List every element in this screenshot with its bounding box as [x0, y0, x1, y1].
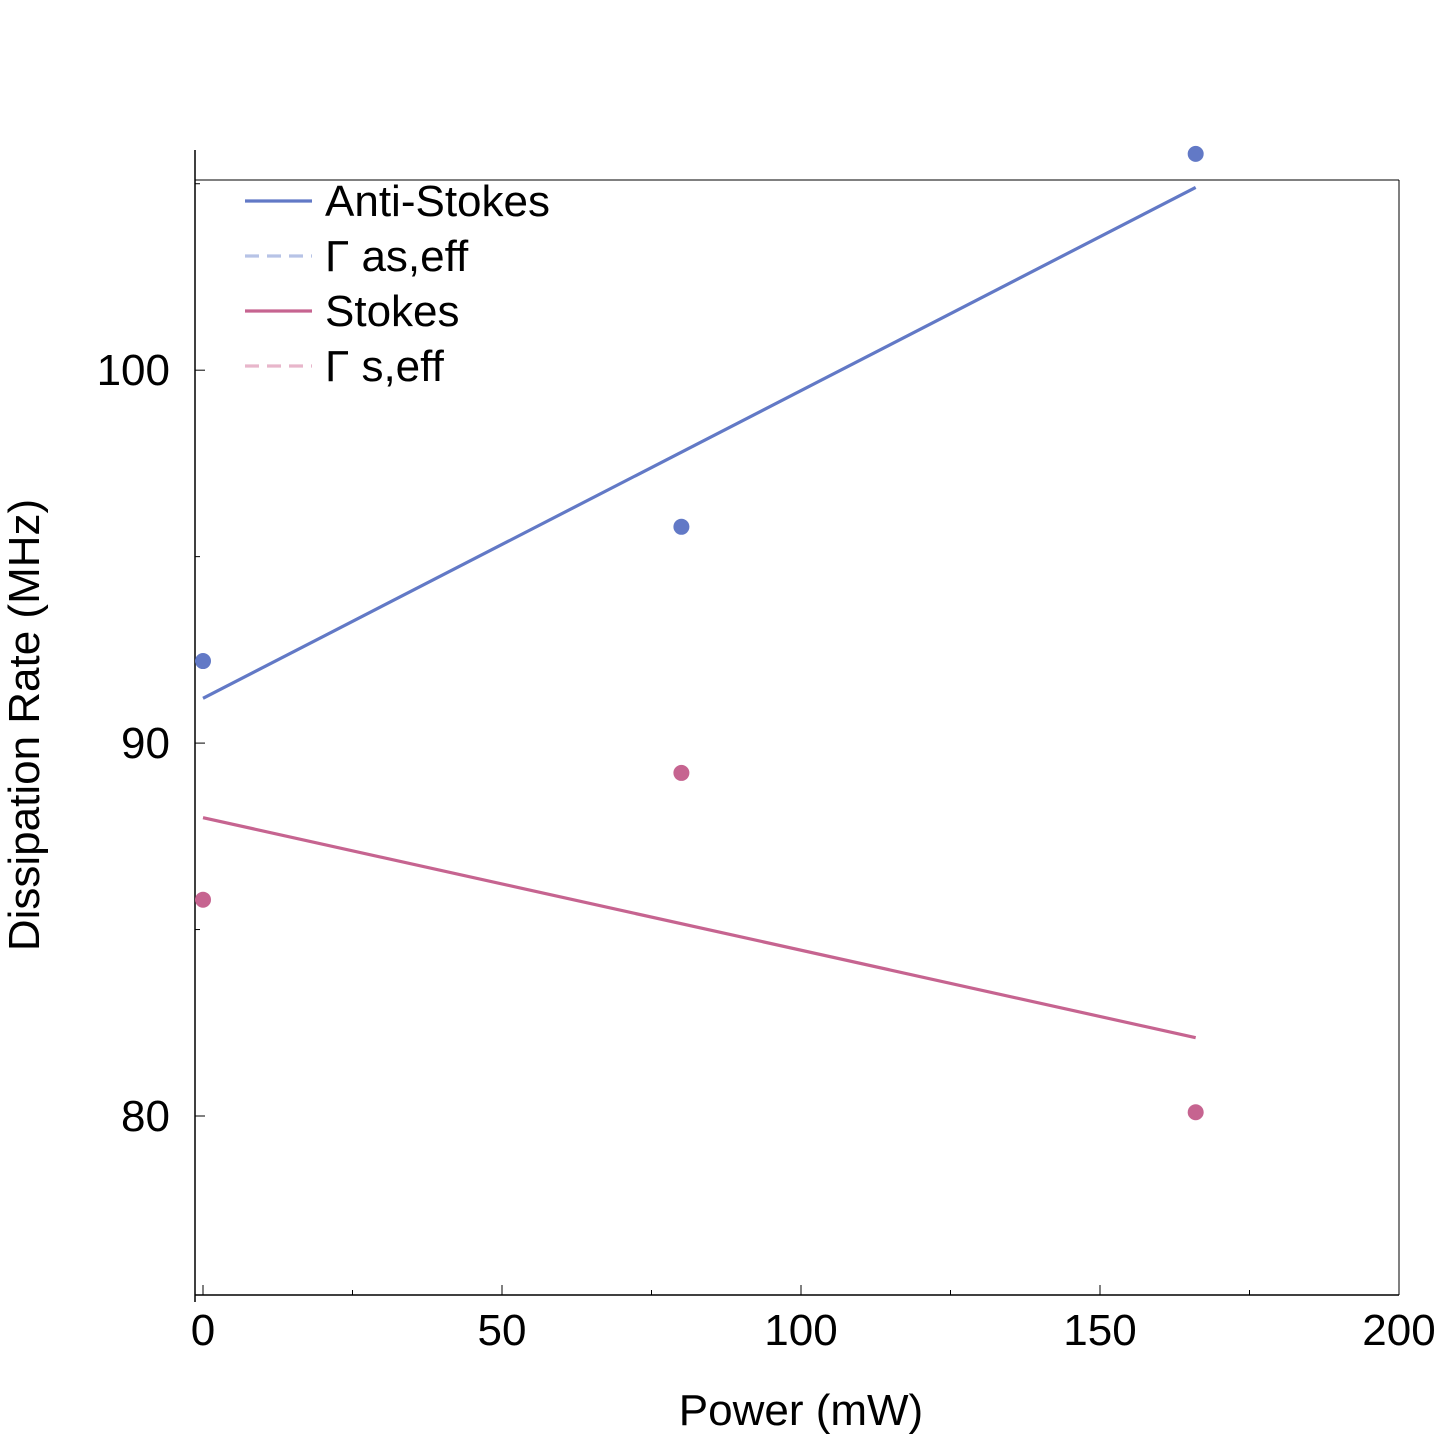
x-tick-label: 150	[1063, 1306, 1136, 1355]
legend-label-s-eff: Γ s,eff	[325, 342, 445, 391]
y-axis-title: Dissipation Rate (MHz)	[0, 499, 49, 951]
stokes-fit-line	[202, 816, 1197, 1040]
plot-frame	[194, 150, 1400, 1302]
stokes-point	[673, 764, 690, 781]
y-tick-label: 80	[121, 1092, 170, 1141]
anti-stokes-point	[1187, 145, 1204, 162]
data-marks	[195, 145, 1204, 1121]
stokes-point	[1187, 1104, 1204, 1121]
anti-stokes-point	[195, 653, 211, 670]
stokes-point	[195, 891, 211, 908]
x-tick-label: 0	[191, 1306, 215, 1355]
x-axis-title: Power (mW)	[679, 1386, 923, 1435]
x-tick-label: 200	[1362, 1306, 1435, 1355]
legend-label-stokes: Stokes	[325, 287, 460, 336]
x-tick-label: 100	[764, 1306, 837, 1355]
legend: Anti-Stokes Γ as,eff Stokes Γ s,eff	[245, 177, 550, 391]
legend-label-as-eff: Γ as,eff	[325, 232, 469, 281]
anti-stokes-fit-line	[202, 186, 1197, 700]
y-tick-label: 100	[97, 346, 170, 395]
anti-stokes-point	[673, 518, 690, 535]
y-tick-label: 90	[121, 719, 170, 768]
axis-ticks: 0 50 100 150 200 80 90 100	[97, 183, 1436, 1355]
legend-label-anti-stokes: Anti-Stokes	[325, 177, 550, 226]
x-tick-label: 50	[478, 1306, 527, 1355]
